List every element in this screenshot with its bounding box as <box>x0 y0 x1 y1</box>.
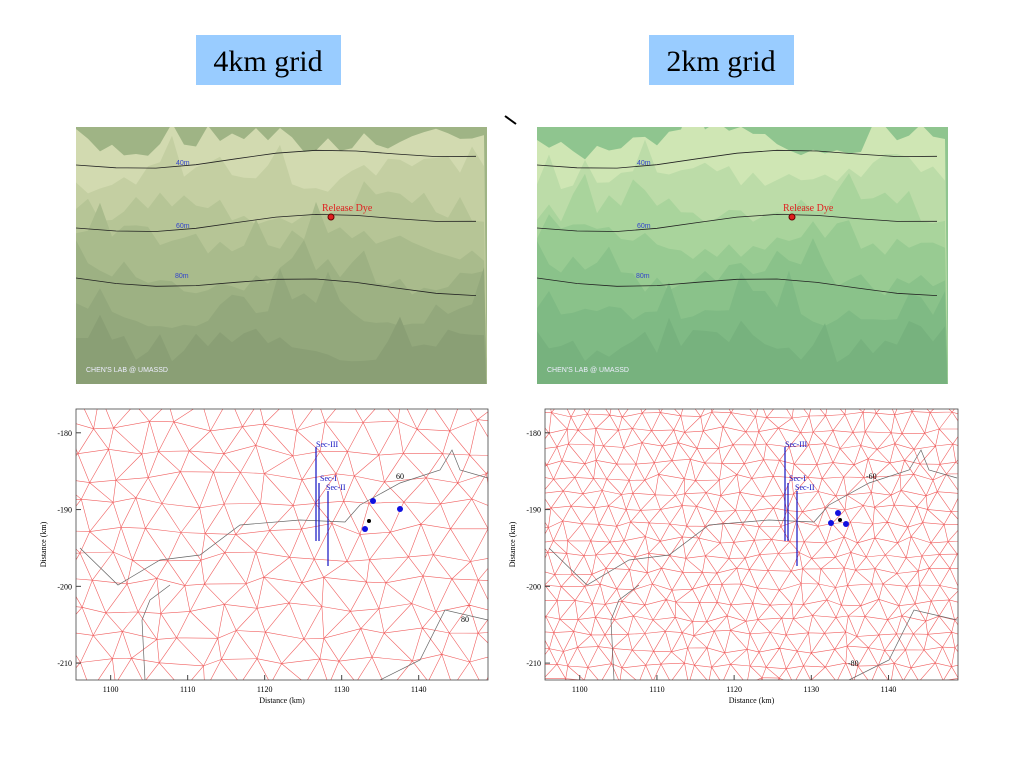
y-tick-label: -180 <box>57 429 72 438</box>
station <box>367 519 371 523</box>
station <box>828 520 834 526</box>
y-tick-label: -190 <box>526 506 541 515</box>
release-label: Release Dye <box>322 203 373 214</box>
title-box <box>196 35 341 85</box>
terrain-view <box>76 127 487 384</box>
release-label: Release Dye <box>783 203 834 214</box>
depth-label: 40m <box>637 160 651 167</box>
coast-contour <box>141 584 171 680</box>
y-axis-label: Distance (km) <box>508 521 517 567</box>
station <box>838 518 842 522</box>
section-label: Sec-II <box>326 483 346 492</box>
y-tick-label: -210 <box>57 659 72 668</box>
station <box>397 506 403 512</box>
x-tick-label: 1100 <box>103 685 119 694</box>
x-tick-label: 1140 <box>411 685 427 694</box>
y-axis-label: Distance (km) <box>39 521 48 567</box>
plot-frame <box>544 408 959 681</box>
depth-contour <box>76 213 477 232</box>
x-tick-label: 1130 <box>803 685 819 694</box>
x-tick-label: 1140 <box>881 685 897 694</box>
section-label: Sec-II <box>795 483 815 492</box>
station <box>362 526 368 532</box>
y-tick-label: -210 <box>526 659 541 668</box>
depth-label: 60m <box>176 223 190 230</box>
x-tick-label: 1110 <box>649 685 664 694</box>
depth-contour <box>76 277 477 296</box>
credit: CHEN'S LAB @ UMASSD <box>547 367 629 374</box>
depth-label: 60m <box>637 223 651 230</box>
y-tick-label: -200 <box>526 582 541 591</box>
y-tick-label: -190 <box>57 506 72 515</box>
x-tick-label: 1100 <box>572 685 588 694</box>
x-tick-label: 1120 <box>257 685 273 694</box>
section-label: Sec-I <box>789 474 806 483</box>
ridge <box>76 314 487 384</box>
x-tick-label: 1130 <box>334 685 350 694</box>
release-point <box>788 213 796 221</box>
stray-mark <box>504 115 517 125</box>
release-point <box>327 213 335 221</box>
panel-title: 2km grid <box>666 45 775 78</box>
coast-contour <box>610 584 640 680</box>
panel-title: 4km grid <box>213 45 322 78</box>
x-tick-label: 1110 <box>180 685 195 694</box>
mesh-edges <box>545 409 958 680</box>
y-tick-label: -180 <box>526 429 541 438</box>
coast-contour <box>548 449 958 586</box>
x-tick-label: 1120 <box>726 685 742 694</box>
coast-contour <box>848 609 958 680</box>
depth-label: 80m <box>175 273 189 280</box>
mesh-edges <box>76 409 488 680</box>
coast-contour <box>79 449 488 586</box>
terrain-view <box>537 127 948 384</box>
section-label: Sec-III <box>785 440 808 449</box>
plot-frame <box>75 408 489 681</box>
depth-contour <box>76 149 477 169</box>
depth-label: 40m <box>176 160 190 167</box>
credit: CHEN'S LAB @ UMASSD <box>86 367 168 374</box>
x-axis-label: Distance (km) <box>259 696 305 705</box>
section-label: Sec-III <box>316 440 339 449</box>
coast-contour <box>379 609 488 680</box>
mesh <box>76 409 488 680</box>
station <box>370 498 376 504</box>
contour-label: 80 <box>461 615 469 624</box>
contour-label: 60 <box>396 472 404 481</box>
depth-label: 80m <box>636 273 650 280</box>
contour-label: -60 <box>866 472 877 481</box>
depth-contour <box>537 149 938 169</box>
contour-label: -80 <box>848 659 859 668</box>
depth-contour <box>537 213 938 232</box>
station <box>835 510 841 516</box>
mesh <box>545 409 958 680</box>
section-label: Sec-I <box>320 474 337 483</box>
ridge <box>537 317 948 384</box>
y-tick-label: -200 <box>57 582 72 591</box>
station <box>843 521 849 527</box>
depth-contour <box>537 277 938 296</box>
x-axis-label: Distance (km) <box>729 696 775 705</box>
title-box <box>649 35 794 85</box>
